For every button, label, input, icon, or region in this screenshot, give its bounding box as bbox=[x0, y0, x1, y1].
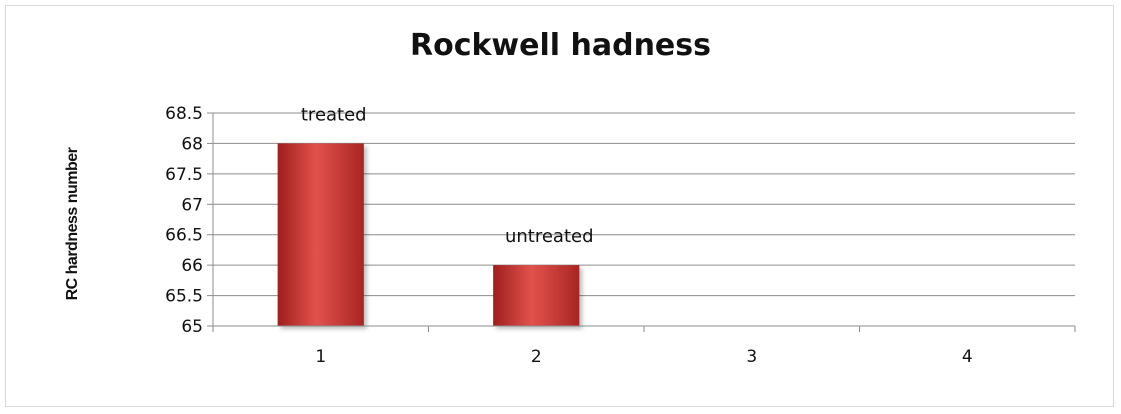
y-tick-label: 66.5 bbox=[165, 226, 203, 246]
y-tick-label: 67 bbox=[181, 195, 203, 215]
chart-area bbox=[5, 5, 1114, 407]
y-tick-label: 65.5 bbox=[165, 287, 203, 307]
bar bbox=[277, 143, 364, 326]
y-tick-label: 67.5 bbox=[165, 165, 203, 185]
x-tick-label: 4 bbox=[962, 347, 973, 367]
x-tick-label: 2 bbox=[531, 347, 542, 367]
data-label: untreated bbox=[505, 226, 594, 247]
bar bbox=[493, 265, 580, 326]
x-tick-label: 3 bbox=[746, 347, 757, 367]
y-tick-label: 65 bbox=[181, 317, 203, 337]
y-tick-label: 68 bbox=[181, 134, 203, 154]
data-label: treated bbox=[301, 104, 367, 125]
chart-title: Rockwell hadness bbox=[409, 28, 711, 63]
x-tick-label: 1 bbox=[315, 347, 326, 367]
y-tick-label: 68.5 bbox=[165, 104, 203, 124]
y-tick-label: 66 bbox=[181, 256, 203, 276]
